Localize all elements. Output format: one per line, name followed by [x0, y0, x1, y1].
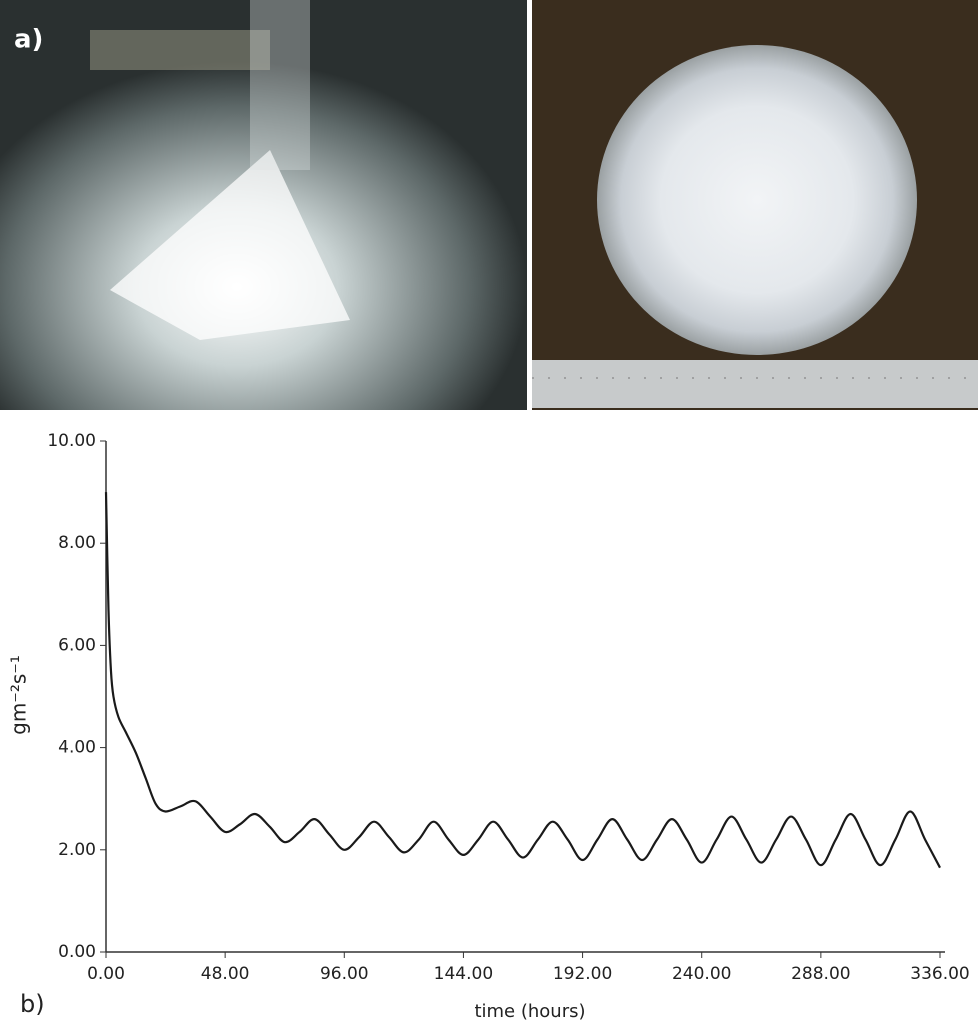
x-tick-label: 240.00	[672, 964, 731, 984]
y-tick-label: 6.00	[58, 635, 96, 655]
x-tick-label: 144.00	[434, 964, 493, 984]
data-line	[104, 492, 941, 869]
x-tick-label: 192.00	[553, 964, 612, 984]
x-tick-label: 288.00	[791, 964, 850, 984]
y-tick-label: 0.00	[58, 942, 96, 962]
panel-label: b)	[20, 990, 45, 1018]
y-tick-label: 10.00	[47, 431, 96, 451]
panel-label: a)	[14, 25, 43, 55]
x-tick-label: 336.00	[910, 964, 969, 984]
x-tick-label: 96.00	[320, 964, 369, 984]
y-tick-label: 2.00	[58, 840, 96, 860]
y-tick-label: 4.00	[58, 738, 96, 758]
x-tick-label: 48.00	[201, 964, 250, 984]
photo-left	[0, 0, 527, 410]
photo-right	[532, 0, 978, 410]
x-tick-label: 0.00	[87, 964, 125, 984]
y-axis-label: gm⁻²s⁻¹	[7, 655, 31, 735]
y-tick-label: 8.00	[58, 533, 96, 553]
x-axis-label: time (hours)	[474, 1001, 585, 1022]
